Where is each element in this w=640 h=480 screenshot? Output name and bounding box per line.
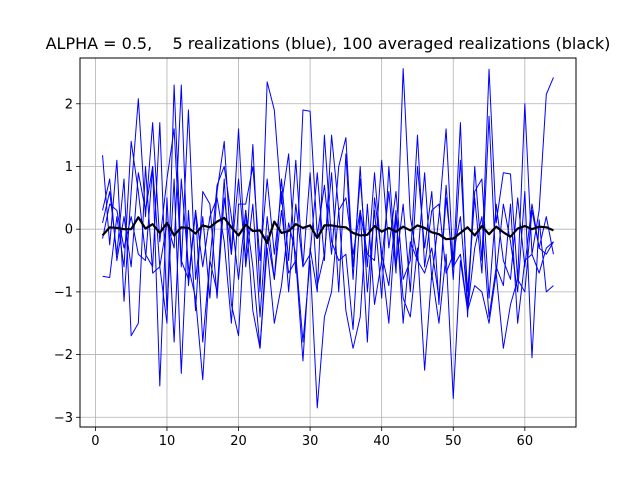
x-tick-label: 10 bbox=[159, 434, 176, 449]
x-tick-label: 50 bbox=[445, 434, 462, 449]
y-tick-label: 2 bbox=[65, 97, 73, 112]
y-tick-label: 0 bbox=[65, 223, 73, 238]
plot-area-frame bbox=[79, 57, 577, 428]
y-tick-label: −1 bbox=[54, 285, 73, 300]
y-axis-ticks: −3 −2 −1 0 1 2 bbox=[54, 97, 80, 426]
x-axis-ticks: 0 10 20 30 40 50 60 bbox=[91, 427, 533, 449]
series-lines bbox=[101, 68, 554, 409]
x-tick-label: 30 bbox=[302, 434, 319, 449]
average-series-line bbox=[101, 216, 554, 245]
x-tick-label: 0 bbox=[91, 434, 99, 449]
y-tick-label: 1 bbox=[65, 160, 73, 175]
x-tick-label: 60 bbox=[517, 434, 534, 449]
x-tick-label: 20 bbox=[230, 434, 247, 449]
realization-series-line-1 bbox=[102, 68, 554, 318]
realization-series-line-5 bbox=[102, 165, 554, 409]
chart-title: ALPHA = 0.5, 5 realizations (blue), 100 … bbox=[46, 34, 611, 53]
y-tick-label: −3 bbox=[54, 411, 73, 426]
y-tick-label: −2 bbox=[54, 348, 73, 363]
realization-series-line-2 bbox=[102, 115, 554, 374]
x-tick-label: 40 bbox=[373, 434, 390, 449]
